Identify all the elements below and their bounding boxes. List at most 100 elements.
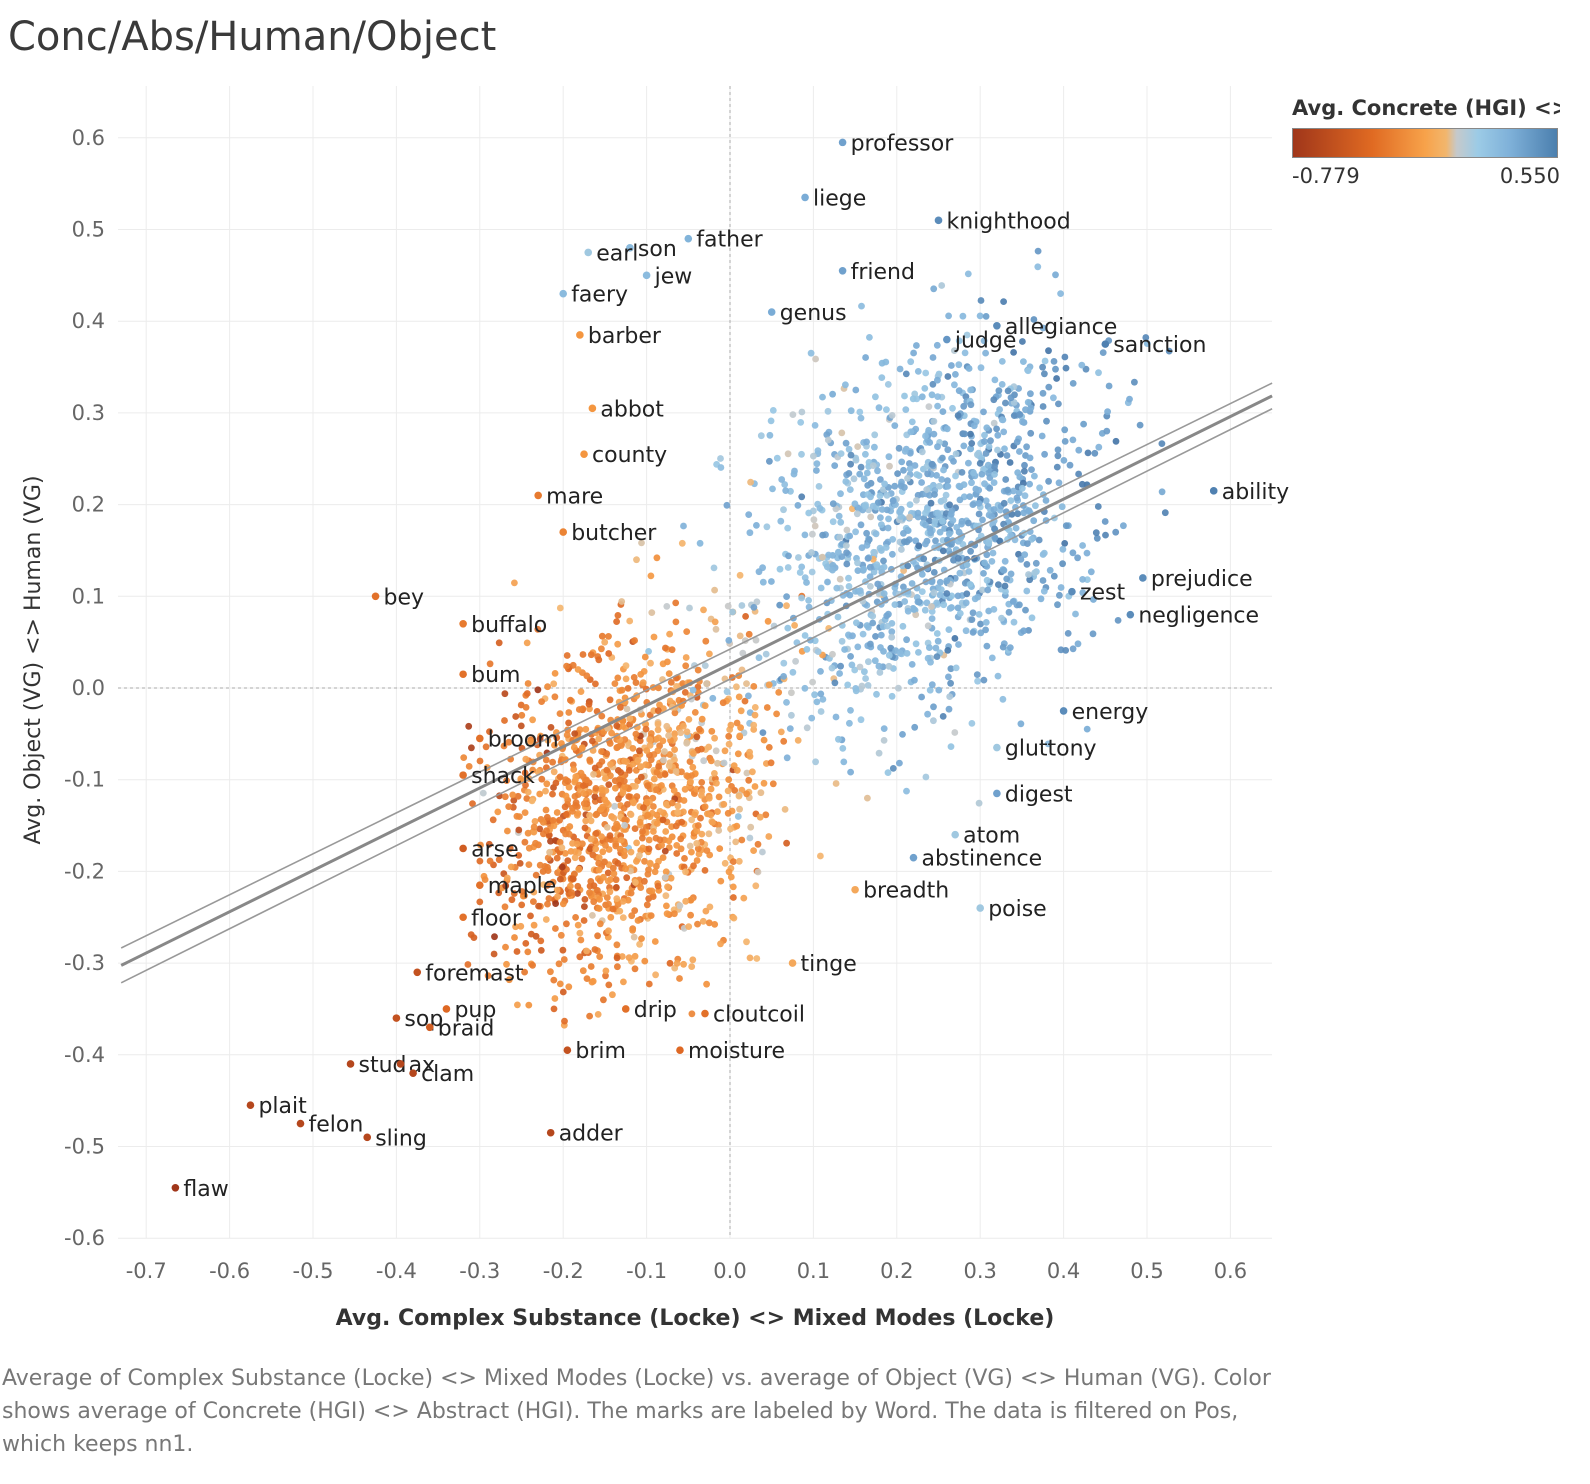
labeled-point-buffalo[interactable] [459, 620, 467, 628]
data-point [1010, 349, 1017, 356]
data-point [596, 895, 603, 903]
data-point [647, 659, 654, 667]
labeled-point-breadth[interactable] [851, 885, 859, 894]
color-legend[interactable]: Avg. Concrete (HGI) <> .. -0.779 0.550 [1292, 96, 1560, 188]
data-point [503, 874, 511, 882]
labeled-point-brim[interactable] [563, 1046, 572, 1055]
labeled-point-floor[interactable] [459, 913, 467, 922]
labeled-point-flaw[interactable] [171, 1183, 180, 1192]
labeled-point-ax[interactable] [396, 1060, 405, 1068]
labeled-point-knighthood[interactable] [934, 216, 943, 225]
data-point [947, 510, 955, 518]
labeled-point-pup[interactable] [442, 1005, 451, 1013]
labeled-point-gluttony[interactable] [993, 743, 1001, 752]
data-point [1028, 614, 1036, 622]
data-point [576, 953, 584, 961]
data-point [871, 431, 879, 439]
labeled-point-broom[interactable] [476, 734, 484, 743]
labeled-point-earl[interactable] [584, 248, 593, 257]
labeled-point-jew[interactable] [642, 271, 651, 280]
labeled-point-clam[interactable] [409, 1069, 417, 1077]
labeled-point-moisture[interactable] [676, 1046, 684, 1055]
data-point [924, 622, 932, 630]
data-point [944, 446, 952, 454]
labeled-point-butcher[interactable] [559, 528, 567, 536]
labeled-point-sop[interactable] [392, 1014, 401, 1022]
data-point [624, 685, 632, 692]
data-point [991, 463, 998, 470]
labeled-point-adder[interactable] [546, 1128, 555, 1137]
data-point [751, 704, 759, 711]
labeled-point-barber[interactable] [576, 331, 584, 339]
labeled-point-maple[interactable] [476, 881, 484, 889]
labeled-point-arse[interactable] [459, 844, 467, 853]
labeled-point-energy[interactable] [1059, 707, 1068, 715]
labeled-point-plait[interactable] [246, 1101, 255, 1110]
labeled-point-shack[interactable] [459, 771, 467, 779]
labeled-point-drip[interactable] [621, 1005, 630, 1013]
labeled-point-sanction[interactable] [1101, 340, 1110, 348]
data-point [725, 732, 733, 740]
labeled-point-professor[interactable] [838, 138, 847, 147]
labeled-point-son[interactable] [626, 244, 634, 252]
labeled-point-bey[interactable] [371, 592, 380, 601]
data-point [817, 852, 824, 860]
data-point [476, 898, 484, 906]
labeled-point-ability[interactable] [1209, 487, 1218, 495]
data-point [624, 896, 632, 904]
data-point [928, 460, 936, 468]
labeled-point-judge[interactable] [943, 335, 951, 344]
data-point [673, 960, 681, 967]
labeled-point-braid[interactable] [425, 1023, 434, 1032]
labeled-point-prejudice[interactable] [1139, 574, 1147, 582]
data-point [810, 452, 817, 460]
labeled-point-sling[interactable] [363, 1133, 372, 1142]
data-point [730, 858, 737, 865]
data-point [572, 773, 580, 781]
labeled-point-tinge[interactable] [788, 959, 797, 967]
labeled-point-stud[interactable] [346, 1060, 355, 1068]
data-point [885, 515, 892, 523]
data-point [949, 404, 956, 412]
labeled-point-allegiance[interactable] [993, 321, 1001, 330]
data-point [1043, 417, 1050, 425]
labeled-point-liege[interactable] [801, 193, 809, 202]
data-point [1057, 584, 1065, 591]
data-point [938, 282, 946, 289]
data-point [1041, 357, 1049, 365]
labeled-point-poise[interactable] [976, 904, 984, 912]
data-point [717, 464, 725, 471]
labeled-point-father[interactable] [684, 234, 693, 243]
labeled-point-cloutcoil[interactable] [701, 1009, 709, 1018]
labeled-point-genus[interactable] [767, 308, 776, 316]
data-point [780, 506, 787, 514]
labeled-point-friend[interactable] [838, 266, 847, 275]
data-point [753, 955, 761, 962]
labeled-point-mare[interactable] [534, 491, 542, 500]
labeled-point-felon[interactable] [296, 1119, 305, 1128]
data-point [643, 901, 651, 909]
labeled-point-county[interactable] [580, 450, 588, 458]
labeled-point-faery[interactable] [559, 289, 567, 298]
labeled-point-atom[interactable] [951, 830, 959, 839]
labeled-point-foremast[interactable] [413, 968, 422, 977]
data-point [639, 834, 646, 842]
labeled-point-abstinence[interactable] [909, 853, 918, 862]
point-label-professor: professor [851, 131, 955, 156]
labeled-point-negligence[interactable] [1126, 610, 1135, 619]
data-point [862, 450, 869, 458]
labeled-point-bum[interactable] [459, 670, 467, 679]
data-point [762, 650, 770, 658]
data-point [928, 608, 936, 615]
chart-title: Conc/Abs/Human/Object [8, 14, 497, 60]
labeled-point-zest[interactable] [1068, 587, 1076, 596]
data-point [817, 668, 824, 675]
data-point [885, 651, 893, 659]
labeled-point-digest[interactable] [993, 789, 1001, 798]
data-point [888, 628, 896, 636]
labeled-point-abbot[interactable] [588, 404, 597, 413]
data-point [556, 980, 564, 988]
data-point [606, 740, 614, 747]
data-point [707, 811, 715, 819]
